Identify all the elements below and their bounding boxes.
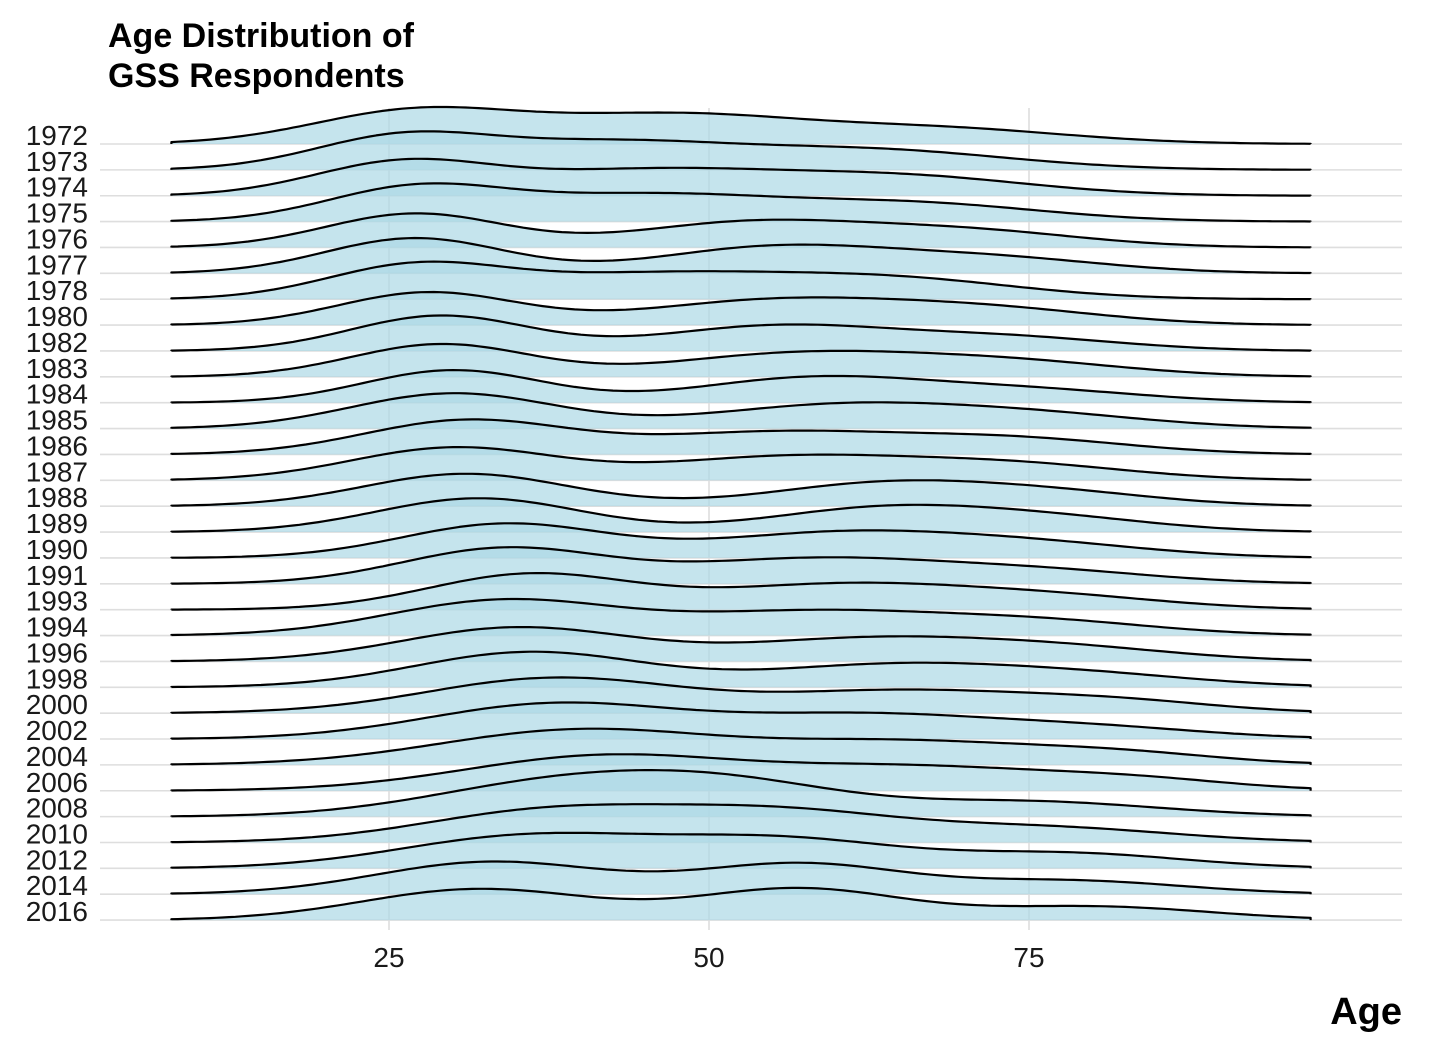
ridge-line-1993: [170, 572, 1312, 611]
ridge-line-1994: [170, 597, 1312, 637]
ridge-fill-1972: [171, 107, 1311, 144]
ridge-line-1976: [170, 212, 1312, 249]
year-label-1974: 1974: [26, 172, 88, 203]
ridge-line-1984: [170, 369, 1312, 404]
year-label-2002: 2002: [26, 715, 88, 746]
ridge-line-2016: [170, 886, 1312, 921]
year-label-2000: 2000: [26, 689, 88, 720]
ridge-line-1978: [170, 260, 1312, 301]
year-label-1993: 1993: [26, 586, 88, 617]
year-label-1987: 1987: [26, 456, 88, 487]
year-label-1978: 1978: [26, 275, 88, 306]
x-tick-label-50: 50: [693, 942, 724, 973]
year-label-1989: 1989: [26, 508, 88, 539]
x-axis-tick-labels: 25 50 75: [373, 942, 1044, 973]
year-label-1984: 1984: [26, 379, 88, 410]
year-label-1998: 1998: [26, 663, 88, 694]
ridge-line-1985: [170, 392, 1312, 429]
ridge-line-2012: [170, 831, 1312, 869]
ridge-line-2000: [170, 676, 1312, 714]
ridge-fill-2014: [171, 861, 1311, 895]
year-label-1976: 1976: [26, 223, 88, 254]
year-label-1990: 1990: [26, 534, 88, 565]
ridge-fill-2002: [171, 702, 1311, 740]
ridge-line-1989: [170, 497, 1312, 533]
year-label-1991: 1991: [26, 560, 88, 591]
ridge-fill-2008: [171, 770, 1311, 817]
x-axis-label: Age: [1330, 991, 1402, 1033]
chart-title-line-2: GSS Respondents: [108, 57, 405, 95]
ridge-fill-2004: [171, 728, 1311, 765]
chart-title: Age Distribution of GSS Respondents: [108, 16, 414, 96]
year-label-2012: 2012: [26, 844, 88, 875]
ridge-fill-1983: [171, 344, 1311, 377]
year-label-1988: 1988: [26, 482, 88, 513]
ridge-fill-1978: [171, 261, 1311, 300]
year-label-1994: 1994: [26, 612, 88, 643]
ridge-line-1977: [170, 236, 1312, 275]
ridge-line-1996: [170, 626, 1312, 663]
ridge-line-2004: [170, 727, 1312, 766]
ridge-line-1990: [170, 522, 1312, 559]
ridge-fill-1996: [171, 627, 1311, 662]
ridge-line-2006: [170, 753, 1312, 792]
year-label-1975: 1975: [26, 198, 88, 229]
ridge-fill-2012: [171, 832, 1311, 869]
ridge-line-1998: [170, 650, 1312, 689]
ridge-line-2014: [170, 860, 1312, 895]
year-label-1980: 1980: [26, 301, 88, 332]
year-label-2004: 2004: [26, 741, 88, 772]
year-label-2014: 2014: [26, 870, 88, 901]
year-label-2006: 2006: [26, 767, 88, 798]
year-label-1982: 1982: [26, 327, 88, 358]
year-label-1996: 1996: [26, 637, 88, 668]
year-label-1973: 1973: [26, 146, 88, 177]
ridge-fill-1990: [171, 523, 1311, 558]
ridge-fill-1998: [171, 651, 1311, 688]
ridge-line-2008: [170, 769, 1312, 818]
year-label-1977: 1977: [26, 249, 88, 280]
y-axis-year-labels: 1972197319741975197619771978198019821983…: [26, 120, 88, 927]
year-label-2010: 2010: [26, 818, 88, 849]
ridge-fill-1975: [171, 183, 1311, 222]
ridge-fill-1976: [171, 213, 1311, 248]
year-label-1972: 1972: [26, 120, 88, 151]
x-tick-label-75: 75: [1013, 942, 1044, 973]
ridge-line-2010: [170, 803, 1312, 844]
ridge-line-1991: [170, 546, 1312, 585]
ridge-line-1980: [170, 290, 1312, 326]
ridge-line-1986: [170, 418, 1312, 455]
ridge-line-1972: [170, 105, 1312, 145]
ridge-line-1973: [170, 130, 1312, 171]
year-label-1983: 1983: [26, 353, 88, 384]
ridge-line-1975: [170, 182, 1312, 223]
ridge-fill-2006: [171, 754, 1311, 791]
ridge-line-1988: [170, 472, 1312, 507]
ridge-line-1974: [170, 157, 1312, 197]
ridge-fill-2000: [171, 677, 1311, 714]
ridge-line-1987: [170, 446, 1312, 481]
ridge-fill-2010: [171, 804, 1311, 843]
year-label-2016: 2016: [26, 896, 88, 927]
ridge-fill-1989: [171, 498, 1311, 533]
ridge-fill-1982: [171, 315, 1311, 351]
ridge-fill-1987: [171, 447, 1311, 481]
year-label-1986: 1986: [26, 430, 88, 461]
x-tick-label-25: 25: [373, 942, 404, 973]
ridge-line-1983: [170, 342, 1312, 378]
ridge-fill-1991: [171, 547, 1311, 584]
ridge-fill-1994: [171, 599, 1311, 636]
ridge-fill-1993: [171, 573, 1311, 610]
density-ridges: [170, 105, 1312, 921]
chart-title-line-1: Age Distribution of: [108, 17, 414, 55]
ridge-fill-2016: [171, 887, 1311, 921]
ridge-line-2002: [170, 701, 1312, 740]
ridge-fill-1986: [171, 419, 1311, 455]
year-label-2008: 2008: [26, 793, 88, 824]
year-label-1985: 1985: [26, 405, 88, 436]
ridge-line-1982: [170, 314, 1312, 352]
